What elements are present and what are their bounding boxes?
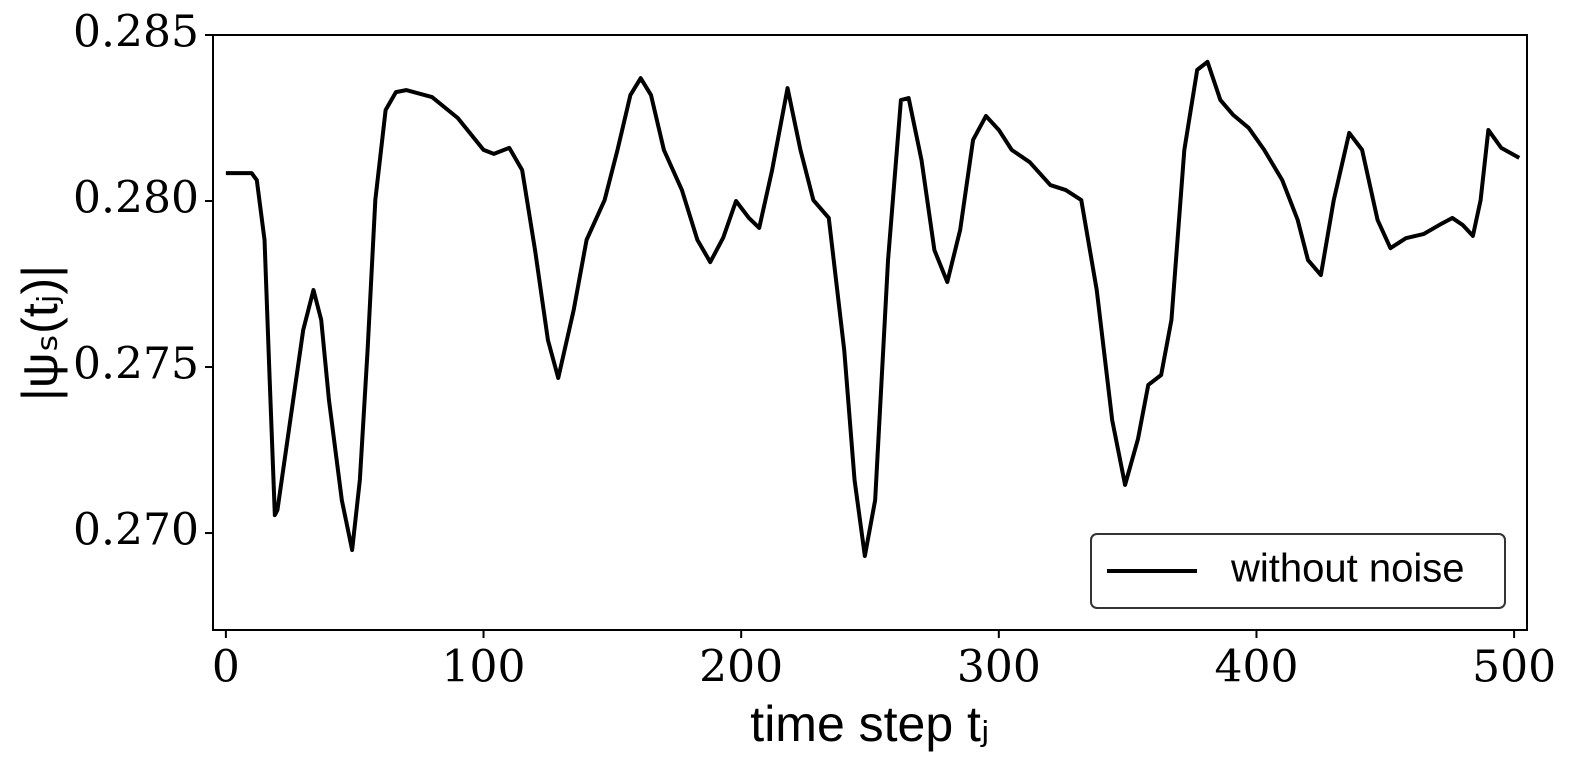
- y-tick-label: 0.285: [73, 7, 199, 58]
- x-tick-label: 300: [957, 642, 1041, 693]
- x-tick-label: 500: [1472, 642, 1556, 693]
- y-tick-label: 0.280: [73, 173, 199, 224]
- x-tick-label: 400: [1214, 642, 1298, 693]
- y-tick-label: 0.270: [73, 505, 199, 556]
- y-axis-label: |ψₛ(tⱼ)|: [12, 265, 68, 401]
- x-tick-label: 0: [212, 642, 240, 693]
- x-tick-label: 100: [442, 642, 526, 693]
- plot-frame: [212, 34, 1528, 631]
- legend-box: [1090, 533, 1506, 609]
- legend-label: without noise: [1230, 547, 1464, 591]
- x-tick-label: 200: [699, 642, 783, 693]
- x-axis-label: time step tⱼ: [750, 696, 989, 752]
- y-tick-label: 0.275: [73, 339, 199, 390]
- line: [225, 59, 1521, 558]
